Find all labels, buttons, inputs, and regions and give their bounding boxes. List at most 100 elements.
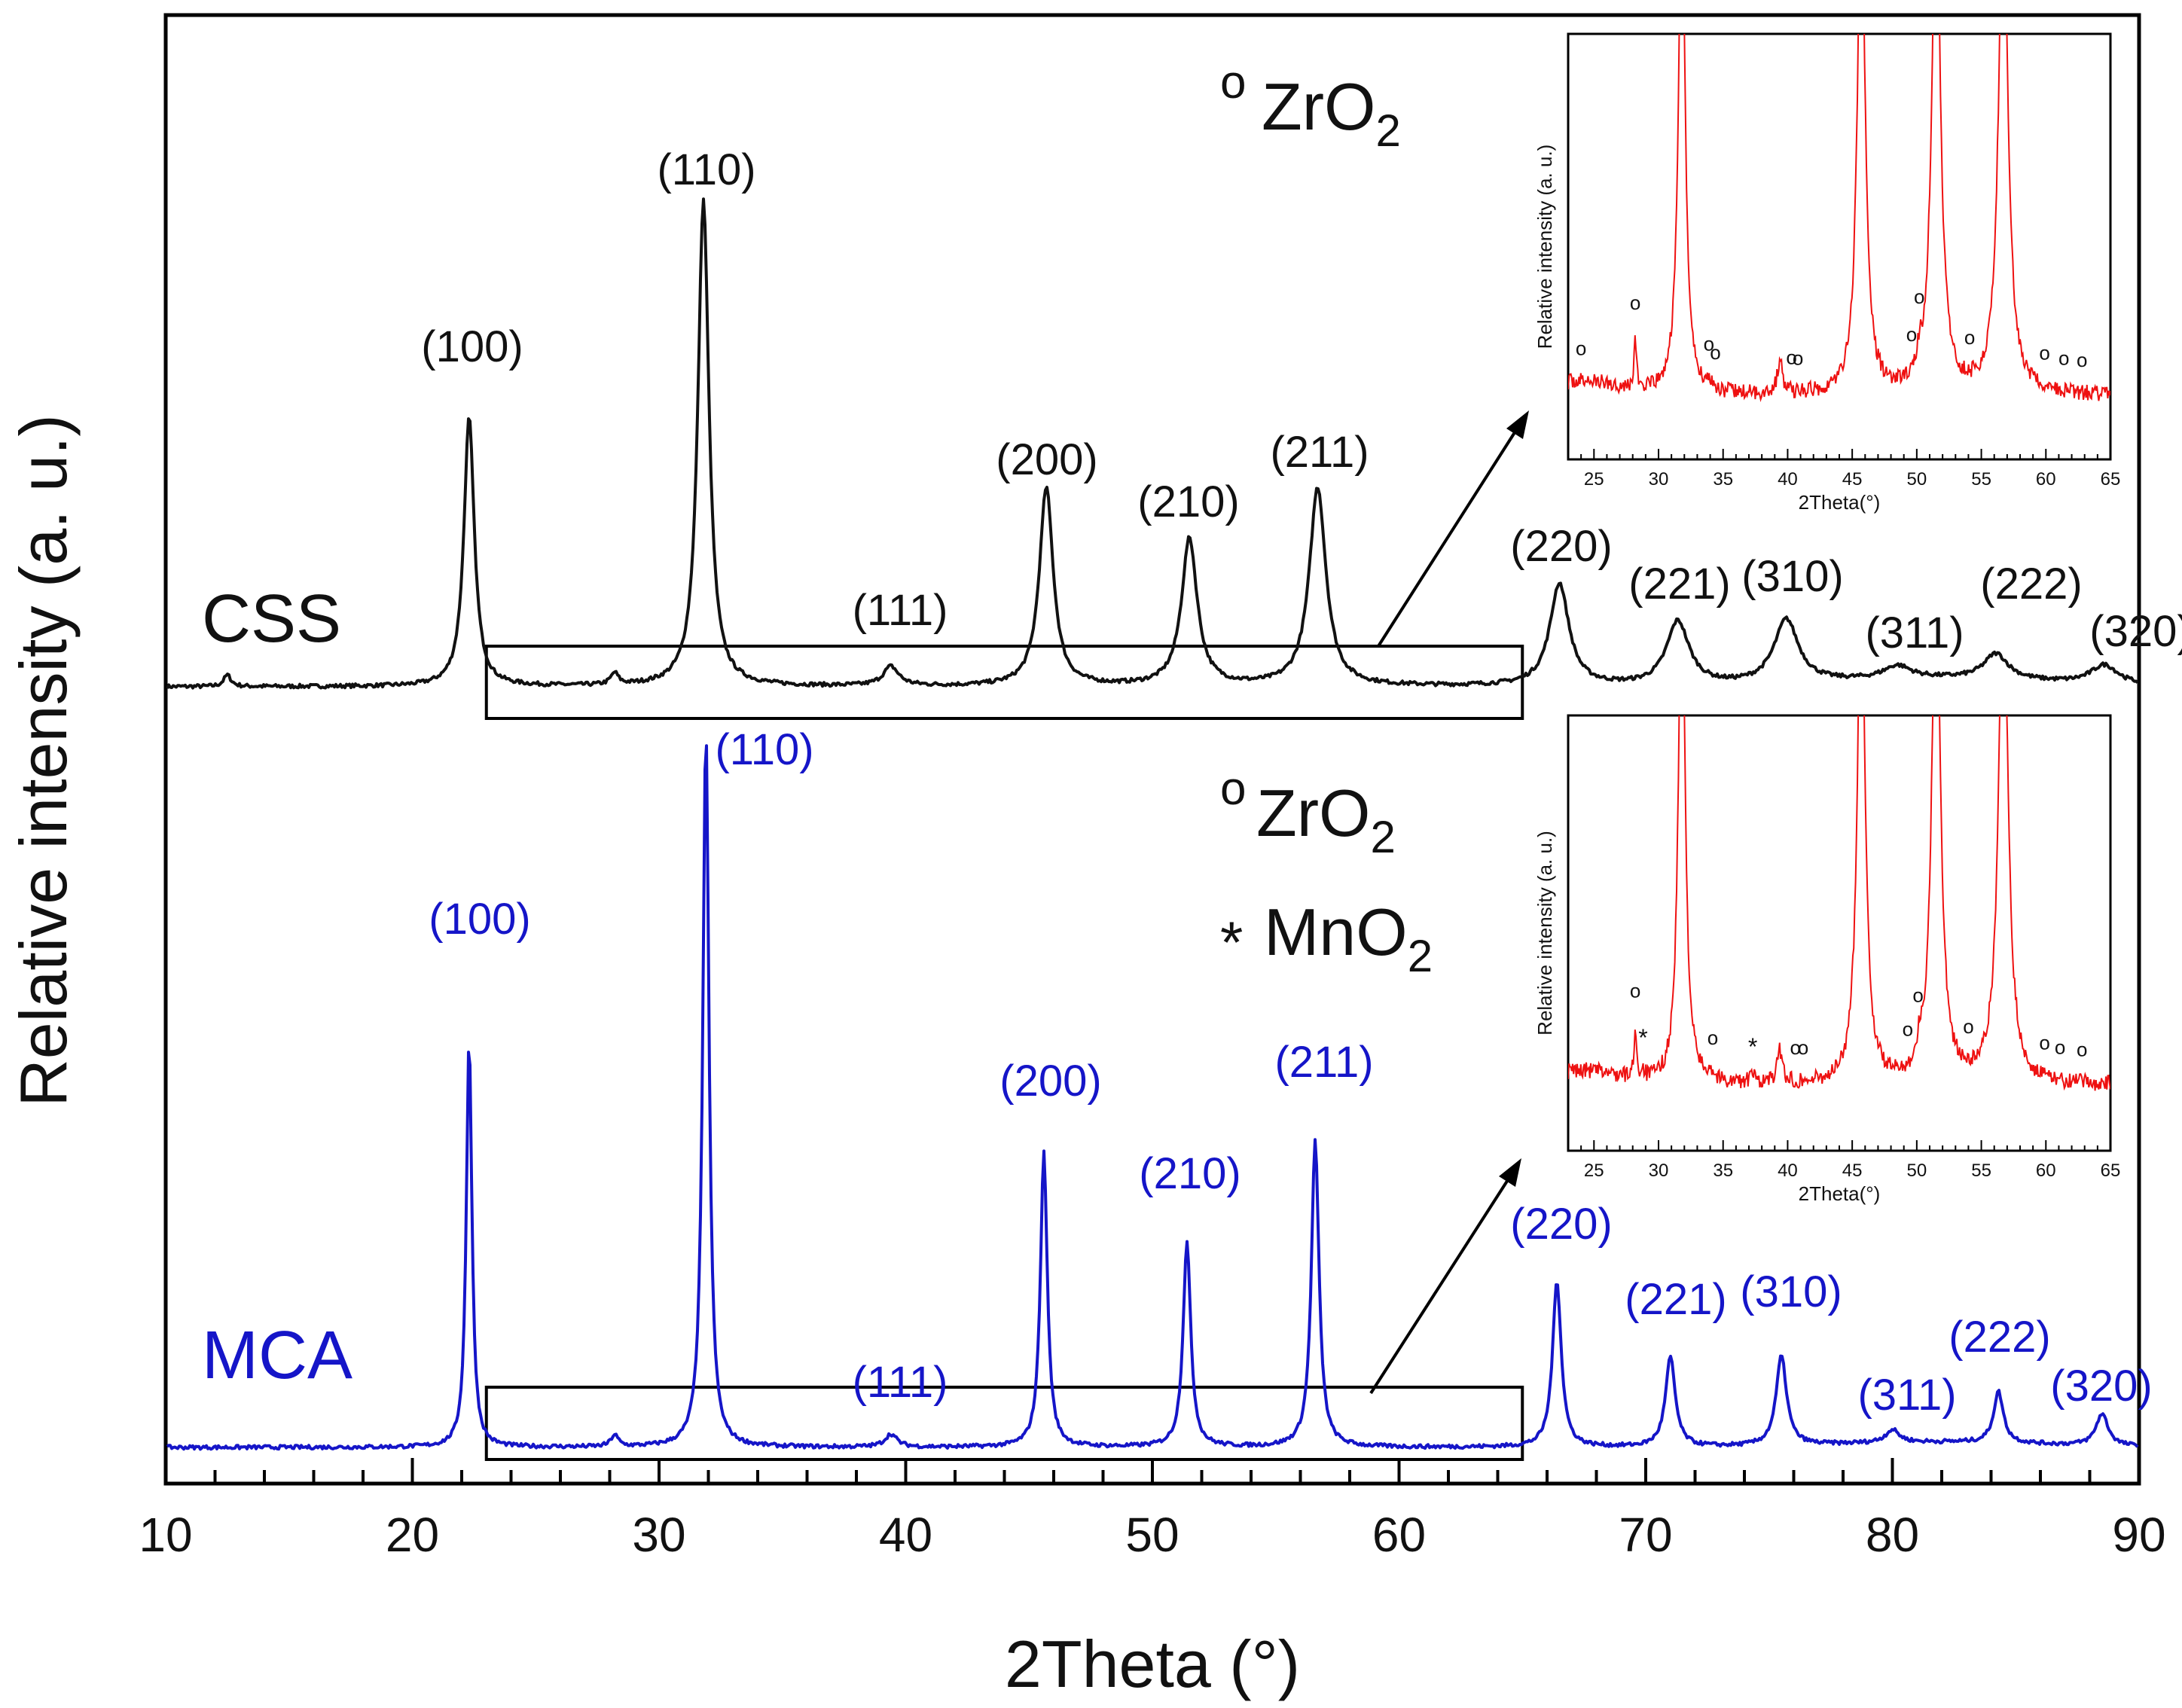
legend-zro2-mid: o ZrO2 [1220, 763, 1396, 862]
legend-mno2-symbol: * [1220, 909, 1243, 975]
peak-label-210: (210) [1137, 477, 1239, 526]
peak-label-220: (220) [1510, 1200, 1612, 1249]
peak-label-200: (200) [996, 435, 1097, 484]
x-tick-label: 70 [1619, 1508, 1672, 1562]
inset-zro2-marker: o [1790, 1036, 1800, 1059]
x-axis-tick-labels: 10 20 30 40 50 60 70 80 90 [139, 1508, 2165, 1562]
legend-zro2-top: o ZrO2 [1220, 56, 1401, 156]
legend-zro2-top-text: ZrO2 [1262, 69, 1401, 156]
x-axis-label: 2Theta (°) [1005, 1627, 1300, 1701]
inset-x-tick-label: 60 [2036, 1161, 2056, 1181]
legend-mno2-formula: MnO [1264, 895, 1408, 969]
inset-mno2-marker: * [1638, 1024, 1647, 1051]
inset-x-tick-label: 35 [1713, 1161, 1733, 1181]
peak-label-222: (222) [1980, 560, 2082, 608]
inset-mno2-marker: * [1748, 1033, 1757, 1060]
x-tick-label: 80 [1866, 1508, 1919, 1562]
mca-sample-label: MCA [202, 1318, 352, 1393]
inset-zro2-marker: o [1576, 337, 1586, 359]
inset-zro2-marker: o [2039, 342, 2049, 364]
peak-label-110: (110) [657, 145, 755, 194]
inset-x-tick-label: 30 [1649, 1161, 1669, 1181]
legend-zro2-mid-formula: ZrO [1256, 776, 1371, 850]
inset-x-axis-label: 2Theta(°) [1799, 1182, 1881, 1205]
inset-zro2-marker: o [1630, 980, 1640, 1002]
inset-x-tick-label: 50 [1907, 469, 1927, 490]
peak-label-311: (311) [1857, 1371, 1956, 1420]
x-tick-label: 40 [879, 1508, 932, 1562]
x-tick-label: 20 [386, 1508, 439, 1562]
zoom-box-css [484, 645, 1524, 720]
x-tick-label: 50 [1125, 1508, 1179, 1562]
peak-label-221: (221) [1628, 560, 1730, 608]
inset-x-tick-label: 30 [1649, 469, 1669, 490]
legend-zro2-mid-text: ZrO2 [1256, 776, 1396, 862]
inset-zro2-marker: o [1963, 1015, 1973, 1038]
inset-x-tick-label: 45 [1842, 469, 1863, 490]
legend-zro2-top-subscript: 2 [1376, 105, 1401, 156]
x-tick-label: 10 [139, 1508, 192, 1562]
inset-x-tick-label: 55 [1971, 1161, 1991, 1181]
peak-label-310: (310) [1741, 552, 1843, 601]
inset-x-tick-label: 50 [1907, 1161, 1927, 1181]
inset-x-axis-label: 2Theta(°) [1799, 491, 1881, 514]
peak-label-111: (111) [853, 1358, 948, 1407]
inset-x-tick-label: 55 [1971, 469, 1991, 490]
css-peak-labels: (100) (110) (111) (200) (210) (211) (220) (221)… [421, 145, 2182, 657]
peak-label-100: (100) [429, 895, 530, 944]
inset-zro2-marker: o [1914, 285, 1924, 308]
inset-y-axis-label: Relative intensity (a. u.) [1534, 831, 1556, 1035]
css-sample-label: CSS [202, 581, 341, 657]
mca-series-line [166, 744, 2139, 1451]
legend-zro2-top-formula: ZrO [1262, 69, 1376, 144]
inset-zro2-marker: o [2077, 1039, 2087, 1061]
arrow-to-css-inset [1377, 410, 1529, 648]
peak-label-311: (311) [1865, 608, 1964, 657]
inset-x-tick-label: 65 [2101, 1161, 2121, 1181]
mca-peak-labels: (100) (110) (111) (200) (210) (211) (220) (221)… [429, 725, 2152, 1420]
inset-x-tick-label: 65 [2101, 469, 2121, 490]
legend-zro2-top-symbol: o [1220, 56, 1246, 108]
inset-zro2-marker: o [2058, 346, 2069, 369]
x-tick-label: 90 [2112, 1508, 2165, 1562]
css-series-line [166, 197, 2139, 690]
inset-zro2-marker: o [2055, 1035, 2065, 1058]
inset-zro2-marker: o [1912, 984, 1923, 1006]
inset-zro2-marker: o [1707, 1026, 1718, 1049]
peak-label-210: (210) [1139, 1149, 1241, 1198]
inset-x-tick-label: 25 [1584, 469, 1604, 490]
inset-zro2-marker: o [2039, 1031, 2049, 1054]
peak-label-220: (220) [1510, 522, 1612, 571]
inset-series-line [1568, 715, 2110, 1091]
x-tick-label: 60 [1372, 1508, 1426, 1562]
inset-zro2-marker: o [1710, 341, 1720, 364]
inset-x-tick-label: 40 [1778, 1161, 1798, 1181]
inset-css: 25 30 35 40 45 50 55 60 65 2Theta(°) Relative inte… [1534, 32, 2121, 514]
peak-label-221: (221) [1625, 1275, 1726, 1324]
y-axis-label: Relative intensity (a. u.) [6, 414, 81, 1107]
inset-zro2-marker: o [1906, 323, 1917, 346]
inset-zro2-marker: o [1793, 346, 1803, 369]
peak-label-211: (211) [1270, 428, 1369, 477]
inset-zro2-marker: o [1798, 1036, 1808, 1059]
zoom-box-mca [484, 1386, 1524, 1461]
legend-zro2-mid-symbol: o [1220, 763, 1246, 815]
inset-zro2-marker: o [1704, 333, 1714, 355]
inset-zro2-marker: o [1630, 291, 1640, 314]
inset-x-tick-label: 45 [1842, 1161, 1863, 1181]
inset-frame [1567, 714, 2112, 1152]
inset-x-tick-label: 35 [1713, 469, 1733, 490]
peak-label-320: (320) [2089, 607, 2182, 656]
legend-mno2-subscript: 2 [1408, 931, 1433, 981]
peak-label-310: (310) [1740, 1267, 1842, 1316]
legend-mno2: * MnO2 [1220, 895, 1433, 981]
inset-mca: 25 30 35 40 45 50 55 60 65 2Theta(°) Relative inte… [1534, 714, 2121, 1205]
inset-x-tick-label: 60 [2036, 469, 2056, 490]
peak-label-200: (200) [999, 1057, 1101, 1106]
inset-zro2-marker: o [1964, 326, 1975, 349]
inset-y-axis-label: Relative intensity (a. u.) [1534, 145, 1556, 349]
inset-x-tick-label: 25 [1584, 1161, 1604, 1181]
inset-zro2-marker: o [1786, 346, 1796, 368]
legend-zro2-mid-subscript: 2 [1371, 812, 1396, 862]
